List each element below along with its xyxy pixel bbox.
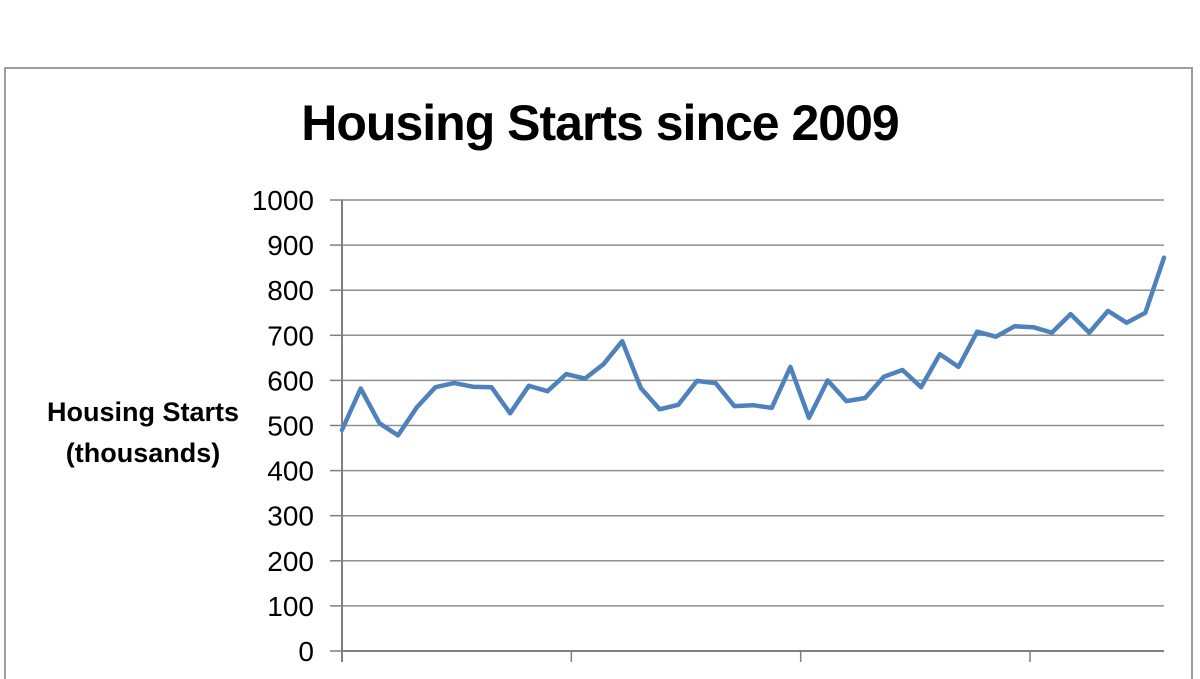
y-axis-title-line2: (thousands) <box>65 438 221 468</box>
y-tick-label: 400 <box>267 456 314 487</box>
y-tick-label: 1000 <box>252 185 314 216</box>
y-axis-title: Housing Starts (thousands) <box>38 392 248 474</box>
chart-title: Housing Starts since 2009 <box>301 95 899 151</box>
y-tick-label: 200 <box>267 546 314 577</box>
housing-starts-series-line <box>339 255 1167 438</box>
y-axis-title-line1: Housing Starts <box>46 397 240 427</box>
y-tick-label: 800 <box>267 275 314 306</box>
y-tick-label: 0 <box>298 636 314 667</box>
y-tick-label: 900 <box>267 230 314 261</box>
y-tick-label: 300 <box>267 501 314 532</box>
y-tick-label: 600 <box>267 365 314 396</box>
y-tick-label: 100 <box>267 591 314 622</box>
y-tick-label: 700 <box>267 320 314 351</box>
chart-frame <box>4 67 1193 679</box>
y-tick-label: 500 <box>267 411 314 442</box>
